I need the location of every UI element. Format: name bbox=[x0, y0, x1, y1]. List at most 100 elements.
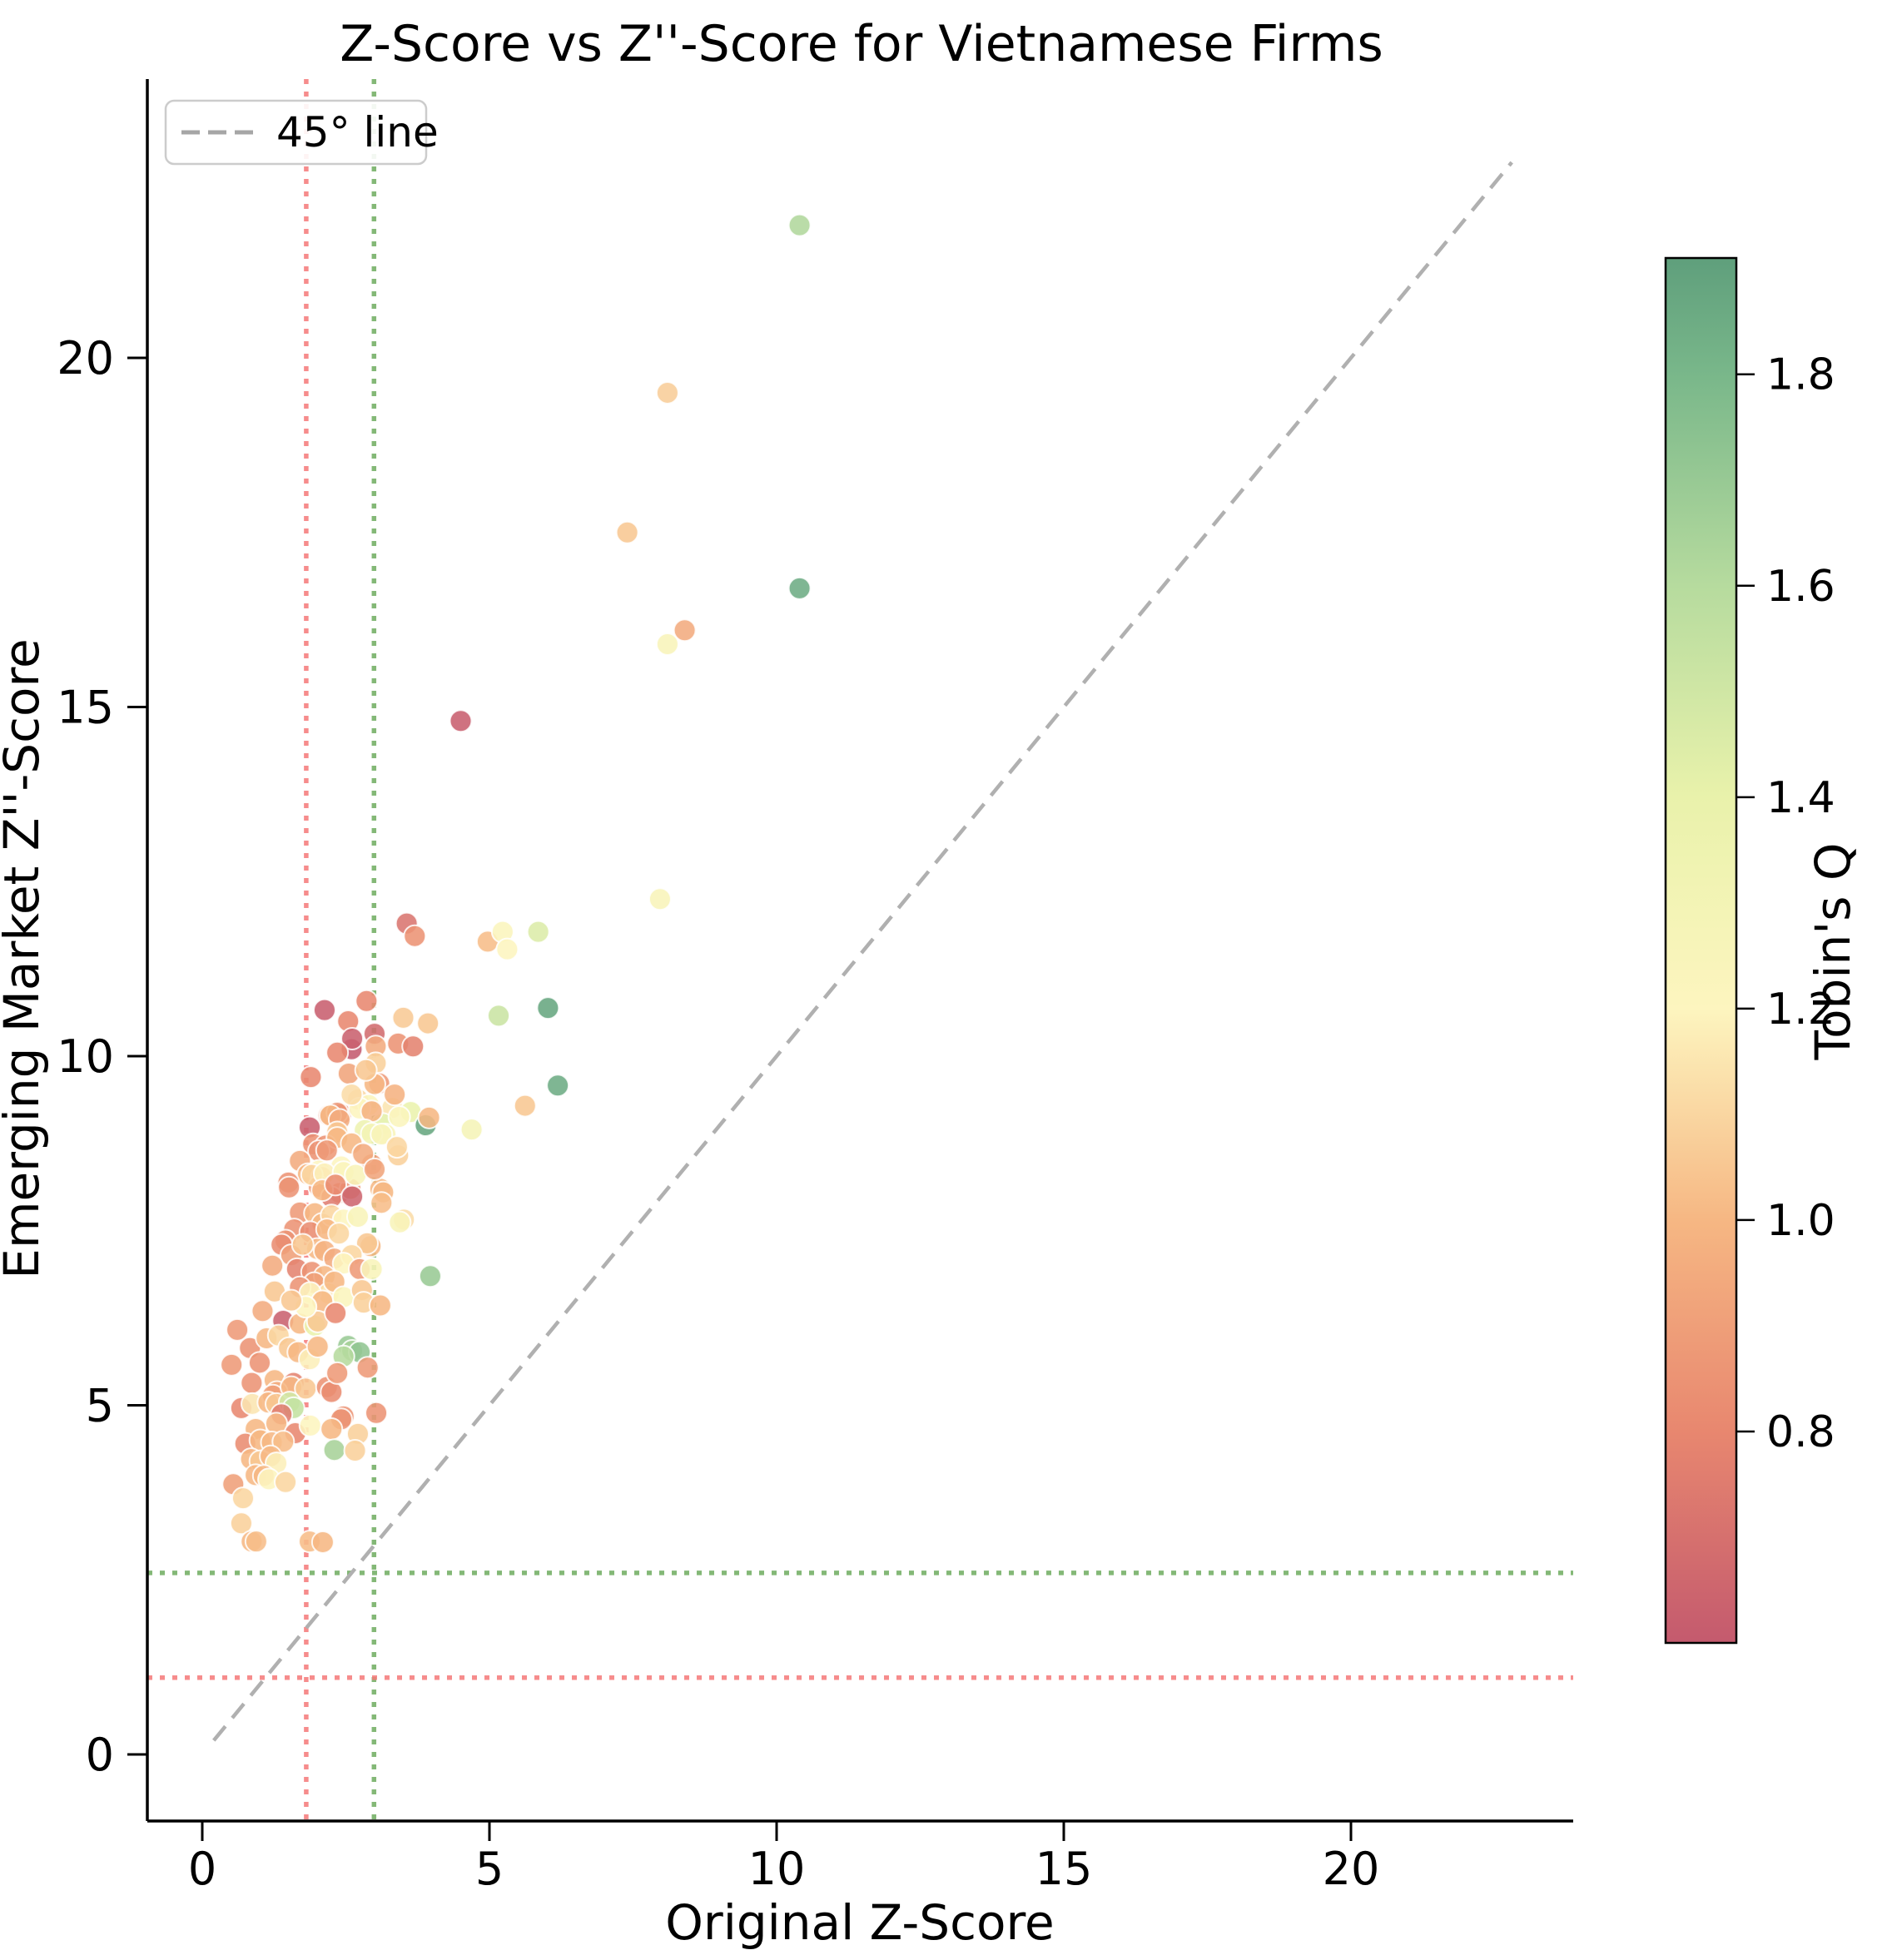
colorbar-tick-label: 1.4 bbox=[1766, 773, 1835, 823]
data-point bbox=[324, 1301, 348, 1325]
data-point bbox=[387, 1104, 411, 1129]
data-point bbox=[385, 1135, 409, 1159]
x-tick-label: 20 bbox=[1323, 1843, 1380, 1895]
data-point bbox=[648, 887, 672, 911]
forty-five-degree-line bbox=[212, 161, 1513, 1742]
data-point bbox=[251, 1299, 275, 1323]
data-point bbox=[325, 1361, 350, 1385]
data-point bbox=[327, 1222, 351, 1246]
data-point bbox=[368, 1293, 392, 1317]
data-point bbox=[240, 1371, 264, 1395]
x-axis-label: Original Z-Score bbox=[665, 1894, 1054, 1951]
colorbar-tick-label: 1.2 bbox=[1766, 985, 1835, 1035]
identity-line bbox=[212, 161, 1513, 1742]
scatter-points bbox=[220, 213, 812, 1554]
data-point bbox=[360, 1257, 384, 1281]
data-point bbox=[365, 1401, 389, 1425]
colorbar-gradient bbox=[1664, 256, 1738, 1645]
colorbar-tick-label: 1.0 bbox=[1766, 1196, 1835, 1246]
data-point bbox=[487, 1004, 511, 1028]
data-point bbox=[388, 1210, 412, 1234]
legend-label: 45° line bbox=[276, 108, 439, 156]
data-point bbox=[298, 1413, 322, 1437]
data-point bbox=[673, 618, 697, 643]
data-point bbox=[787, 576, 812, 600]
data-point bbox=[305, 1335, 330, 1359]
data-point bbox=[312, 998, 336, 1022]
data-point bbox=[355, 1231, 380, 1255]
data-point bbox=[340, 1027, 365, 1051]
data-point bbox=[417, 1105, 441, 1129]
data-point bbox=[787, 213, 812, 237]
data-point bbox=[391, 1005, 415, 1030]
data-point bbox=[299, 1065, 323, 1089]
data-point bbox=[261, 1253, 285, 1278]
data-point bbox=[383, 1083, 407, 1107]
data-point bbox=[495, 937, 519, 961]
colorbar: 0.8 1.0 1.2 1.4 1.6 1.8 Tobin's Q bbox=[1664, 256, 1861, 1645]
colorbar-tick-label: 1.6 bbox=[1766, 562, 1835, 612]
data-point bbox=[345, 1204, 370, 1228]
data-point bbox=[546, 1074, 570, 1098]
data-point bbox=[325, 1040, 350, 1064]
data-point bbox=[248, 1351, 271, 1375]
data-point bbox=[401, 1035, 425, 1059]
data-point bbox=[291, 1233, 315, 1257]
data-point bbox=[226, 1317, 250, 1342]
colorbar-label: Tobin's Q bbox=[1805, 843, 1861, 1061]
data-point bbox=[274, 1470, 298, 1494]
data-point bbox=[310, 1530, 335, 1554]
data-point bbox=[322, 1438, 346, 1462]
data-point bbox=[340, 1083, 364, 1107]
x-axis-ticks: 0 5 10 15 20 bbox=[188, 1821, 1380, 1895]
data-point bbox=[536, 996, 560, 1020]
data-point bbox=[403, 924, 427, 948]
y-tick-label: 20 bbox=[57, 332, 114, 385]
data-point bbox=[355, 989, 379, 1013]
y-tick-label: 5 bbox=[86, 1380, 114, 1432]
colorbar-tick-label: 1.8 bbox=[1766, 350, 1835, 400]
data-point bbox=[459, 1118, 484, 1142]
legend: 45° line bbox=[164, 99, 439, 166]
data-point bbox=[513, 1094, 537, 1118]
data-point bbox=[229, 1511, 253, 1536]
data-point bbox=[244, 1530, 268, 1554]
data-point bbox=[418, 1264, 442, 1288]
legend-box bbox=[164, 99, 428, 166]
data-point bbox=[320, 1417, 344, 1441]
data-point bbox=[271, 1430, 295, 1454]
data-point bbox=[220, 1352, 244, 1377]
data-point bbox=[277, 1175, 301, 1199]
y-axis-ticks: 0 5 10 15 20 bbox=[57, 332, 147, 1781]
y-axis-label: Emerging Market Z''-Score bbox=[0, 638, 50, 1278]
x-tick-label: 0 bbox=[188, 1843, 216, 1895]
data-point bbox=[231, 1486, 255, 1511]
data-point bbox=[655, 380, 679, 404]
colorbar-ticks: 0.8 1.0 1.2 1.4 1.6 1.8 bbox=[1736, 350, 1835, 1457]
data-point bbox=[354, 1058, 378, 1082]
colorbar-tick-label: 0.8 bbox=[1766, 1407, 1835, 1457]
y-tick-label: 10 bbox=[57, 1030, 114, 1083]
axes-spines bbox=[146, 79, 1573, 1823]
y-tick-label: 15 bbox=[57, 682, 114, 734]
chart-title: Z-Score vs Z''-Score for Vietnamese Firm… bbox=[340, 15, 1383, 73]
data-point bbox=[343, 1439, 367, 1463]
data-point bbox=[416, 1011, 440, 1035]
x-tick-label: 5 bbox=[475, 1843, 504, 1895]
data-point bbox=[351, 1142, 375, 1166]
data-point bbox=[340, 1184, 365, 1208]
data-point bbox=[526, 920, 550, 944]
data-point bbox=[324, 1173, 348, 1197]
y-tick-label: 0 bbox=[86, 1729, 114, 1781]
data-point bbox=[363, 1157, 386, 1181]
data-point bbox=[370, 1191, 394, 1215]
data-point bbox=[370, 1122, 394, 1146]
data-point bbox=[615, 520, 639, 544]
x-tick-label: 15 bbox=[1035, 1843, 1093, 1895]
data-point bbox=[449, 709, 473, 733]
x-tick-label: 10 bbox=[748, 1843, 806, 1895]
data-point bbox=[315, 1139, 339, 1163]
data-point bbox=[355, 1356, 380, 1380]
